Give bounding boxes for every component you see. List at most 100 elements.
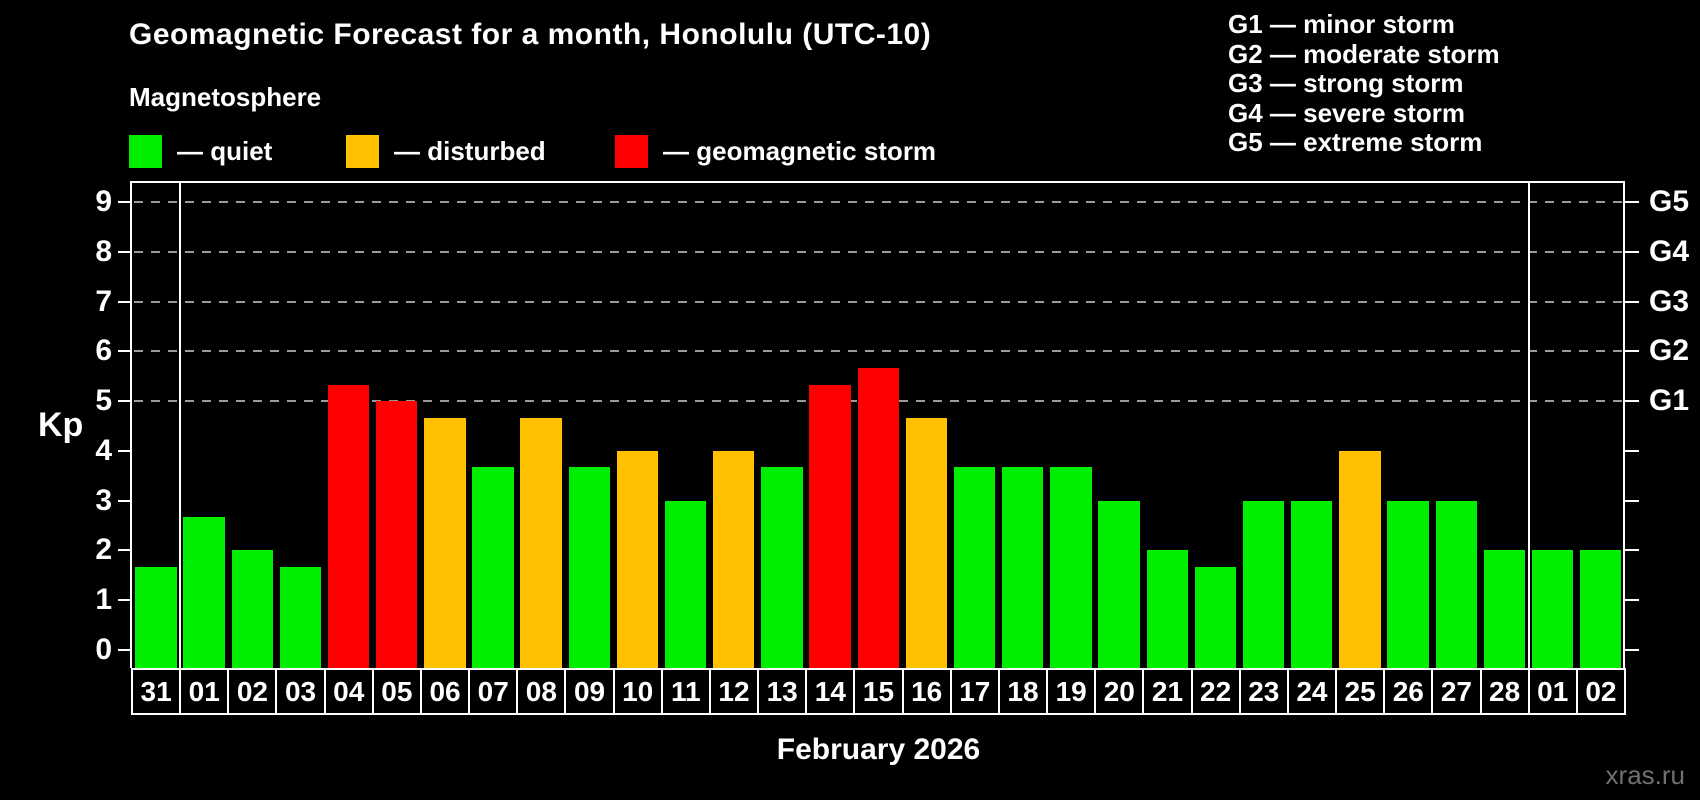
kp-bar-25 [1339,450,1381,668]
kp-bar-02 [231,550,273,668]
y-tick-label-0: 0 [95,633,112,666]
y-tick-left-3 [118,499,132,502]
day-label-15: 15 [853,668,904,715]
gridline-kp6 [134,350,1623,353]
day-label-11: 11 [660,668,711,715]
day-label-06: 06 [419,668,471,715]
day-label-08: 08 [516,668,567,715]
day-label-04: 04 [323,668,374,715]
day-label-25: 25 [1335,668,1386,715]
month-separator [1527,183,1530,668]
kp-bar-11 [664,500,707,668]
day-label-20: 20 [1094,668,1145,715]
y-axis-label: Kp [38,406,84,444]
y-tick-left-1 [118,599,132,602]
kp-bar-26 [1387,500,1429,668]
day-label-03: 03 [275,668,326,715]
kp-bar-02 [1580,550,1622,668]
day-label-05: 05 [371,668,422,715]
y-tick-right-5 [1625,400,1639,403]
kp-bar-04 [327,384,370,668]
day-label-31: 31 [131,668,182,715]
y-tick-left-4 [118,449,132,452]
legend-label-storm: — geomagnetic storm [663,135,937,166]
legend-item-disturbed: — disturbed [346,131,546,171]
legend-item-quiet: — quiet [129,131,272,171]
day-label-27: 27 [1431,668,1482,715]
g2-legend-line: G2 — moderate storm [1228,38,1500,69]
day-label-07: 07 [468,668,519,715]
y-tick-right-8 [1625,250,1639,253]
kp-bar-17 [953,467,996,668]
g-axis-label-G4: G4 [1649,234,1690,268]
magnetosphere-subtitle: Magnetosphere [129,82,322,112]
y-tick-left-0 [118,649,132,651]
kp-bar-31 [135,566,177,668]
day-label-26: 26 [1383,668,1434,715]
kp-bar-27 [1435,500,1477,668]
g4-legend-line: G4 — severe storm [1228,97,1466,128]
kp-bar-18 [1002,467,1044,668]
day-label-14: 14 [805,668,856,715]
quiet-color-swatch [129,134,162,168]
kp-bar-21 [1146,550,1188,668]
g3-legend-line: G3 — strong storm [1228,68,1464,98]
y-tick-right-7 [1625,300,1639,303]
y-tick-label-4: 4 [95,433,112,467]
y-tick-left-5 [118,400,132,403]
storm-color-swatch [615,134,648,168]
y-tick-right-4 [1625,449,1639,452]
kp-bar-10 [616,450,659,668]
y-tick-left-9 [118,201,132,203]
y-tick-label-7: 7 [95,284,112,318]
kp-bar-12 [713,450,755,668]
watermark: xras.ru [1605,760,1685,790]
legend-label-disturbed: — disturbed [394,135,546,166]
y-tick-left-6 [118,350,132,353]
y-tick-right-6 [1625,350,1639,353]
y-tick-right-2 [1625,549,1639,552]
day-label-17: 17 [949,668,1000,715]
kp-bar-14 [809,384,851,668]
day-label-19: 19 [1046,668,1097,715]
kp-bar-28 [1483,550,1526,668]
gridline-kp7 [134,300,1623,303]
kp-bar-15 [857,367,899,668]
x-axis-label: February 2026 [776,733,981,766]
g-axis-label-G1: G1 [1649,384,1690,418]
page-title: Geomagnetic Forecast for a month, Honolu… [129,18,932,51]
y-tick-left-2 [118,549,132,552]
y-tick-right-3 [1625,499,1639,502]
g-axis-label-G2: G2 [1649,334,1690,368]
kp-bar-09 [568,467,610,668]
day-label-02: 02 [1575,668,1626,715]
day-label-09: 09 [564,668,615,715]
day-label-21: 21 [1142,668,1193,715]
kp-bar-20 [1098,500,1140,668]
day-label-24: 24 [1286,668,1338,715]
gridline-kp8 [134,250,1623,253]
kp-bar-06 [424,417,466,668]
y-tick-label-3: 3 [95,483,112,517]
disturbed-color-swatch [346,134,379,168]
y-tick-label-6: 6 [95,334,112,368]
kp-bar-22 [1194,566,1237,668]
kp-bar-23 [1242,500,1285,668]
g-axis-label-G5: G5 [1649,185,1690,218]
day-label-10: 10 [612,668,663,715]
kp-bar-01 [183,517,225,668]
y-tick-label-5: 5 [95,384,112,418]
g5-legend-line: G5 — extreme storm [1228,127,1483,157]
kp-bar-01 [1531,550,1574,668]
kp-bar-07 [472,467,514,668]
y-tick-label-2: 2 [95,533,112,567]
kp-bar-16 [905,417,948,668]
day-label-13: 13 [757,668,808,715]
y-tick-right-1 [1625,599,1639,602]
y-tick-label-8: 8 [95,234,112,268]
day-label-22: 22 [1190,668,1241,715]
kp-bar-08 [520,417,562,668]
day-label-01: 01 [1527,668,1578,715]
y-tick-label-9: 9 [95,185,112,218]
